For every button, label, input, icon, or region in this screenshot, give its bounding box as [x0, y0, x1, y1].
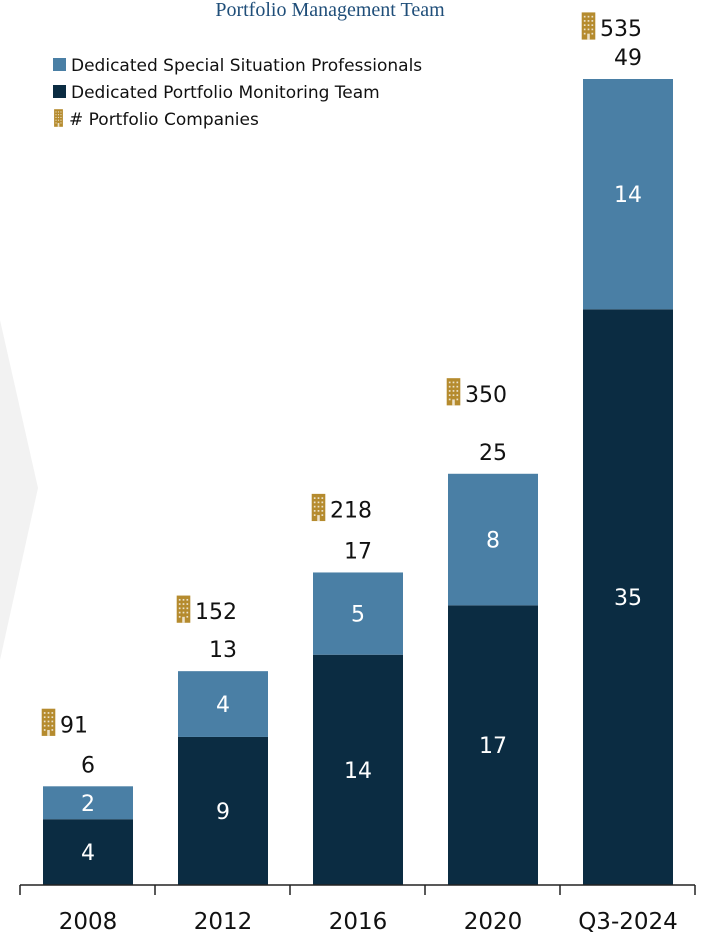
- bar-special-4: [583, 79, 673, 310]
- portfolio-count-3: 350: [465, 383, 507, 408]
- portfolio-count-4: 535: [600, 17, 642, 42]
- data-label-monitoring-0: 4: [81, 841, 95, 866]
- x-tick-label-4: Q3-2024: [578, 909, 678, 935]
- portfolio-count-2: 218: [330, 498, 372, 523]
- bars-layer: [43, 79, 673, 885]
- legend: Dedicated Special Situation Professional…: [53, 56, 422, 130]
- legend-label-special: Dedicated Special Situation Professional…: [71, 56, 422, 76]
- bar-special-0: [43, 786, 133, 820]
- total-label-0: 6: [81, 753, 95, 778]
- portfolio-count-1: 152: [195, 600, 237, 625]
- building-icon: [446, 378, 461, 406]
- legend-label-monitoring: Dedicated Portfolio Monitoring Team: [71, 83, 380, 103]
- x-tick-label-0: 2008: [59, 909, 118, 935]
- x-axis: 2008 2012 2016 2020 Q3-2024: [19, 884, 696, 935]
- building-icon: [54, 109, 63, 127]
- portfolio-count-0: 91: [60, 713, 88, 738]
- x-tick-label-1: 2012: [194, 909, 253, 935]
- bar-monitoring-3: [448, 605, 538, 885]
- legend-item-special-situation: Dedicated Special Situation Professional…: [53, 56, 422, 76]
- total-label-4: 49: [614, 46, 642, 71]
- bar-monitoring-4: [583, 309, 673, 885]
- data-label-special-4: 14: [614, 183, 642, 208]
- x-tick-label-3: 2020: [464, 909, 523, 935]
- background-chevron: [0, 320, 38, 660]
- total-label-3: 25: [479, 441, 507, 466]
- building-icon: [41, 708, 56, 736]
- bar-special-1: [178, 671, 268, 737]
- bar-monitoring-0: [43, 819, 133, 885]
- data-label-special-3: 8: [486, 529, 500, 554]
- bar-monitoring-2: [313, 654, 403, 885]
- legend-label-portfolio-companies: # Portfolio Companies: [69, 110, 259, 130]
- legend-item-portfolio-companies: # Portfolio Companies: [54, 109, 259, 130]
- bar-monitoring-1: [178, 736, 268, 885]
- legend-swatch-monitoring: [53, 85, 66, 98]
- data-label-special-1: 4: [216, 693, 230, 718]
- legend-item-monitoring: Dedicated Portfolio Monitoring Team: [53, 83, 380, 103]
- data-label-special-2: 5: [351, 603, 365, 628]
- data-label-monitoring-4: 35: [614, 586, 642, 611]
- x-tick-label-2: 2016: [329, 909, 388, 935]
- data-label-special-0: 2: [81, 792, 95, 817]
- data-label-monitoring-2: 14: [344, 759, 372, 784]
- total-label-2: 17: [344, 539, 372, 564]
- bar-special-3: [448, 473, 538, 606]
- bar-special-2: [313, 572, 403, 655]
- legend-swatch-special: [53, 58, 66, 71]
- total-label-1: 13: [209, 638, 237, 663]
- data-label-monitoring-1: 9: [216, 800, 230, 825]
- data-label-monitoring-3: 17: [479, 734, 507, 759]
- chart-title: Portfolio Management Team: [215, 0, 445, 21]
- building-icon: [581, 12, 596, 40]
- building-icon: [176, 595, 191, 623]
- labels-layer: 4 2 6 9 4 13 14 5 17 17 8 25 35 14 49: [81, 46, 642, 866]
- building-icon: [311, 493, 326, 522]
